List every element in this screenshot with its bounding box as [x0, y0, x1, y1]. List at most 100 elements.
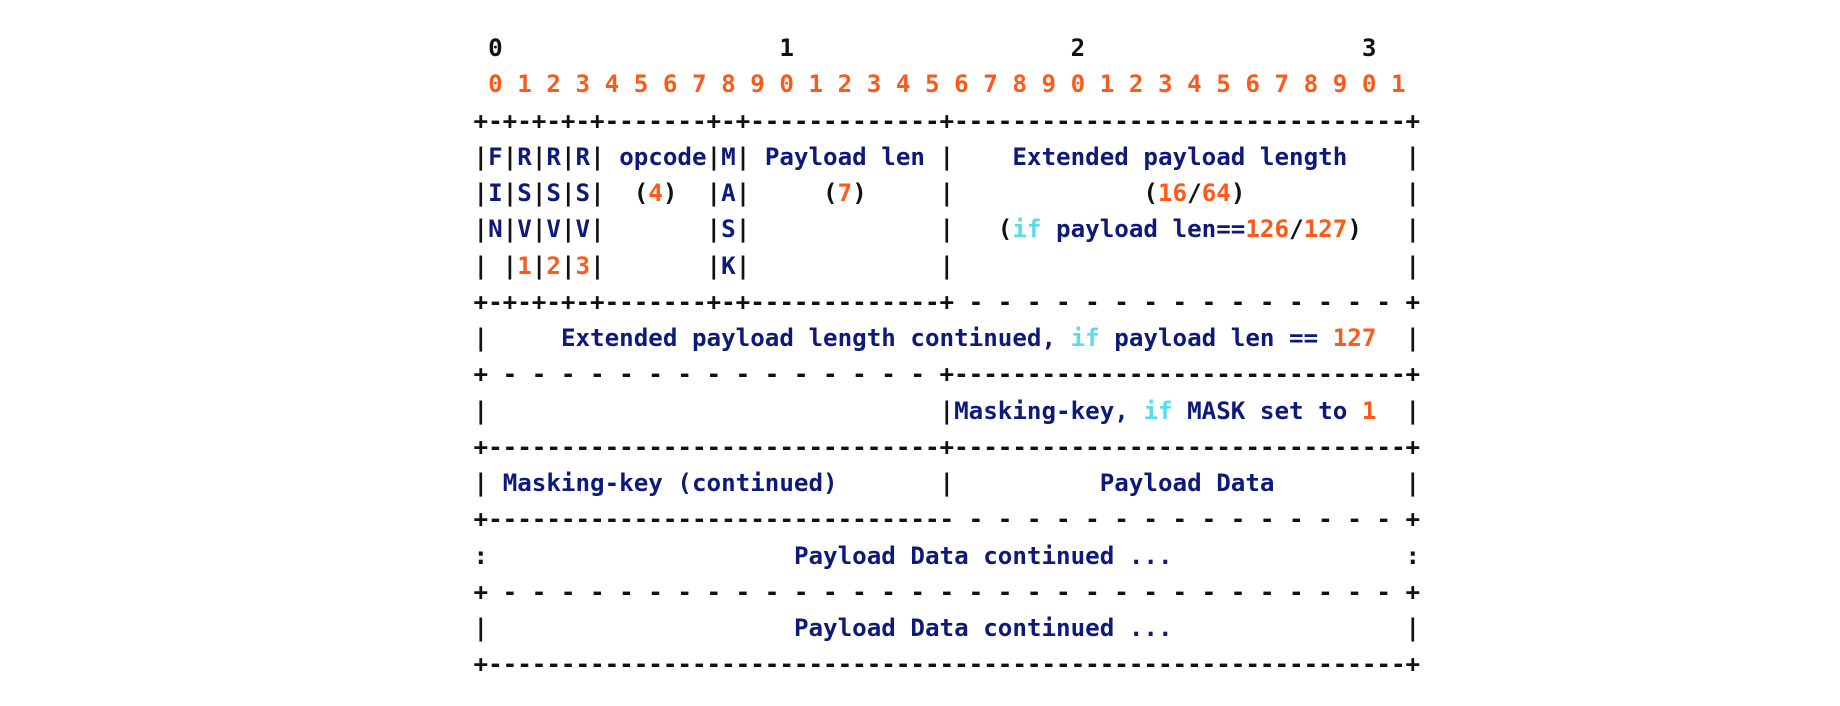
field-label: R	[517, 142, 532, 171]
frame-border: |	[459, 142, 489, 171]
field-label: V	[517, 215, 532, 244]
keyword: if	[1070, 324, 1100, 352]
field-label: opcode	[619, 142, 707, 171]
frame-border: :	[1172, 541, 1421, 570]
frame-border: |	[459, 179, 489, 207]
frame-border: ) |	[1347, 215, 1421, 244]
number-literal: 64	[1201, 179, 1231, 207]
diagram-line: +-------------------------------+-------…	[459, 429, 1421, 465]
frame-border: |	[1376, 396, 1421, 425]
field-label: R	[575, 142, 591, 171]
diagram-line: +---------------------------------------…	[459, 646, 1421, 682]
frame-border: +-------------------------------+-------…	[459, 432, 1421, 461]
number-literal: 16	[1158, 179, 1188, 207]
keyword: if	[1143, 396, 1173, 425]
field-label: S	[517, 179, 532, 207]
field-label: Masking-key (continued)	[502, 469, 838, 497]
frame-border: |	[459, 614, 794, 642]
field-label: Extended payload length	[1012, 142, 1348, 171]
field-label: K	[721, 251, 736, 280]
frame-border: |	[1172, 614, 1421, 642]
diagram-line: + - - - - - - - - - - - - - - - - - - - …	[459, 574, 1421, 610]
field-label: MASK set to	[1172, 396, 1362, 425]
frame-border: /	[1187, 179, 1202, 207]
diagram-line: | |1|2|3| |K| | |	[459, 248, 1421, 284]
field-label: Payload Data continued ...	[793, 614, 1173, 642]
frame-border: +-------------------------------- - - - …	[459, 505, 1421, 534]
field-label: A	[721, 179, 736, 207]
frame-border: + - - - - - - - - - - - - - - - +-------…	[459, 360, 1421, 389]
diagram-line: : Payload Data continued ... :	[459, 538, 1421, 574]
field-label: R	[546, 142, 561, 171]
frame-border: |	[459, 324, 561, 352]
diagram-line: | Payload Data continued ... |	[459, 610, 1421, 646]
frame-border: | | |	[735, 251, 1421, 280]
field-label: I	[488, 179, 503, 207]
frame-border: ) | (	[852, 179, 1158, 207]
diagram-line: | Masking-key (continued) | Payload Data…	[459, 465, 1421, 501]
field-label: Payload len	[764, 142, 925, 171]
diagram-line: |F|R|R|R| opcode|M| Payload len | Extend…	[459, 139, 1421, 175]
number-literal: 1	[517, 251, 532, 280]
number-literal: 127	[1332, 324, 1377, 352]
field-label: Payload Data	[1099, 469, 1275, 497]
frame-border: | (	[735, 179, 838, 207]
number-literal: 0 1 2 3 4 5 6 7 8 9 0 1 2 3 4 5 6 7 8 9 …	[459, 70, 1406, 99]
field-label: Extended payload length continued,	[560, 324, 1071, 352]
frame-border: |	[706, 142, 722, 171]
diagram-line: | Extended payload length continued, if …	[459, 320, 1421, 356]
field-label: N	[488, 215, 503, 244]
number-literal: 7	[837, 179, 853, 207]
frame-border: |	[560, 142, 576, 171]
diagram-line: 0 1 2 3	[459, 30, 1420, 66]
diagram-line: +-------------------------------- - - - …	[459, 501, 1421, 537]
number-literal: 126	[1245, 215, 1290, 244]
diagram-line: | |Masking-key, if MASK set to 1 |	[459, 393, 1421, 429]
frame-border: |	[560, 179, 576, 207]
frame-border: |	[735, 142, 765, 171]
number-literal: 4	[648, 179, 663, 207]
frame-border: |	[560, 251, 576, 280]
frame-border: | |	[590, 215, 722, 244]
field-label: Payload Data continued ...	[793, 541, 1173, 570]
frame-border: |	[1347, 142, 1421, 171]
diagram-line: |N|V|V|V| |S| | (if payload len==126/127…	[459, 211, 1421, 247]
diagram-line: 0 1 2 3 4 5 6 7 8 9 0 1 2 3 4 5 6 7 8 9 …	[459, 66, 1420, 102]
frame-border: |	[531, 142, 547, 171]
field-label: S	[575, 179, 591, 207]
frame-border: +-+-+-+-+-------+-+-------------+ - - - …	[459, 287, 1421, 316]
frame-border: |	[837, 469, 1100, 497]
frame-border: | |	[459, 396, 955, 425]
frame-border: |	[531, 251, 547, 280]
frame-border: + - - - - - - - - - - - - - - - - - - - …	[459, 577, 1421, 606]
diagram-line: |I|S|S|S| (4) |A| (7) | (16/64) |	[459, 175, 1421, 211]
frame-border: | (	[590, 179, 649, 207]
frame-border: |	[560, 215, 576, 244]
number-literal: 1	[1361, 396, 1377, 425]
field-label: S	[546, 179, 561, 207]
frame-border: 0 1 2 3	[459, 34, 1377, 62]
websocket-frame-diagram: 0 1 2 3 0 1 2 3 4 5 6 7 8 9 0 1 2 3 4 5 …	[459, 30, 1421, 683]
field-label: V	[575, 215, 591, 244]
field-label: F	[488, 142, 503, 171]
frame-border: +---------------------------------------…	[459, 650, 1421, 679]
number-literal: 2	[546, 251, 561, 280]
frame-border: |	[925, 142, 1013, 171]
frame-border: |	[502, 215, 518, 244]
frame-border: |	[1376, 324, 1421, 352]
frame-border: |	[502, 142, 518, 171]
frame-border: |	[459, 469, 503, 497]
field-label: Masking-key,	[954, 396, 1144, 425]
diagram-line: +-+-+-+-+-------+-+-------------+-------…	[459, 103, 1421, 139]
number-literal: 3	[575, 251, 591, 280]
frame-border: |	[531, 215, 547, 244]
field-label: payload len ==	[1099, 324, 1333, 352]
frame-border: | |	[459, 251, 518, 280]
frame-border: ) |	[662, 179, 722, 207]
field-label: M	[721, 142, 736, 171]
frame-border: ) |	[1230, 179, 1421, 207]
frame-border: /	[1289, 215, 1304, 244]
number-literal: 127	[1303, 215, 1348, 244]
keyword: if	[1012, 215, 1042, 244]
diagram-line: + - - - - - - - - - - - - - - - +-------…	[459, 356, 1421, 392]
